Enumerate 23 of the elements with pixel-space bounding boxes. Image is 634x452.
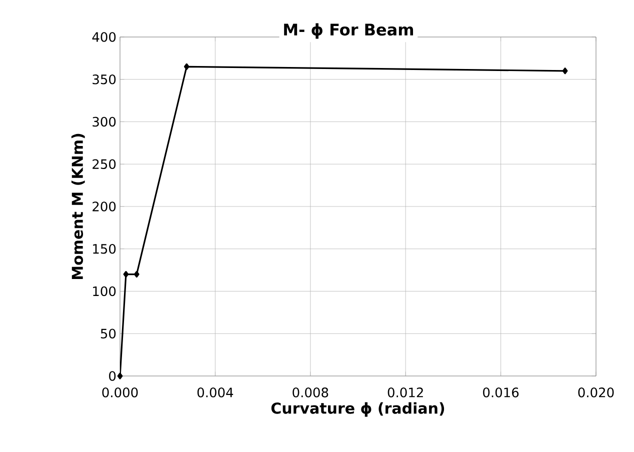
chart-title: M- ϕ For Beam xyxy=(284,23,414,39)
y-tick-label: 200 xyxy=(92,202,116,212)
y-tick-label: 250 xyxy=(92,159,116,170)
x-tick-label: 0.012 xyxy=(388,388,423,398)
point xyxy=(184,63,190,70)
y-tick-label: 300 xyxy=(92,116,116,127)
y-axis-title: Moment M (KNm) xyxy=(71,134,85,279)
point xyxy=(117,372,123,380)
point xyxy=(134,270,140,278)
y-tick-label: 400 xyxy=(92,32,116,42)
y-tick-label: 350 xyxy=(92,74,116,84)
point xyxy=(562,68,568,74)
x-tick-label: 0.000 xyxy=(102,388,138,398)
x-tick-label: 0.004 xyxy=(197,388,234,398)
x-tick-label: 0.020 xyxy=(578,388,614,398)
x-axis-title: Curvature ϕ (radian) xyxy=(271,402,444,417)
y-tick-label: 150 xyxy=(93,244,116,254)
point xyxy=(123,270,129,278)
x-tick-label: 0.008 xyxy=(292,388,328,398)
x-tick-label: 0.016 xyxy=(483,388,519,398)
y-tick-label: 50 xyxy=(100,328,116,339)
y-tick-label: 0 xyxy=(109,371,116,381)
y-tick-label: 100 xyxy=(93,286,116,296)
